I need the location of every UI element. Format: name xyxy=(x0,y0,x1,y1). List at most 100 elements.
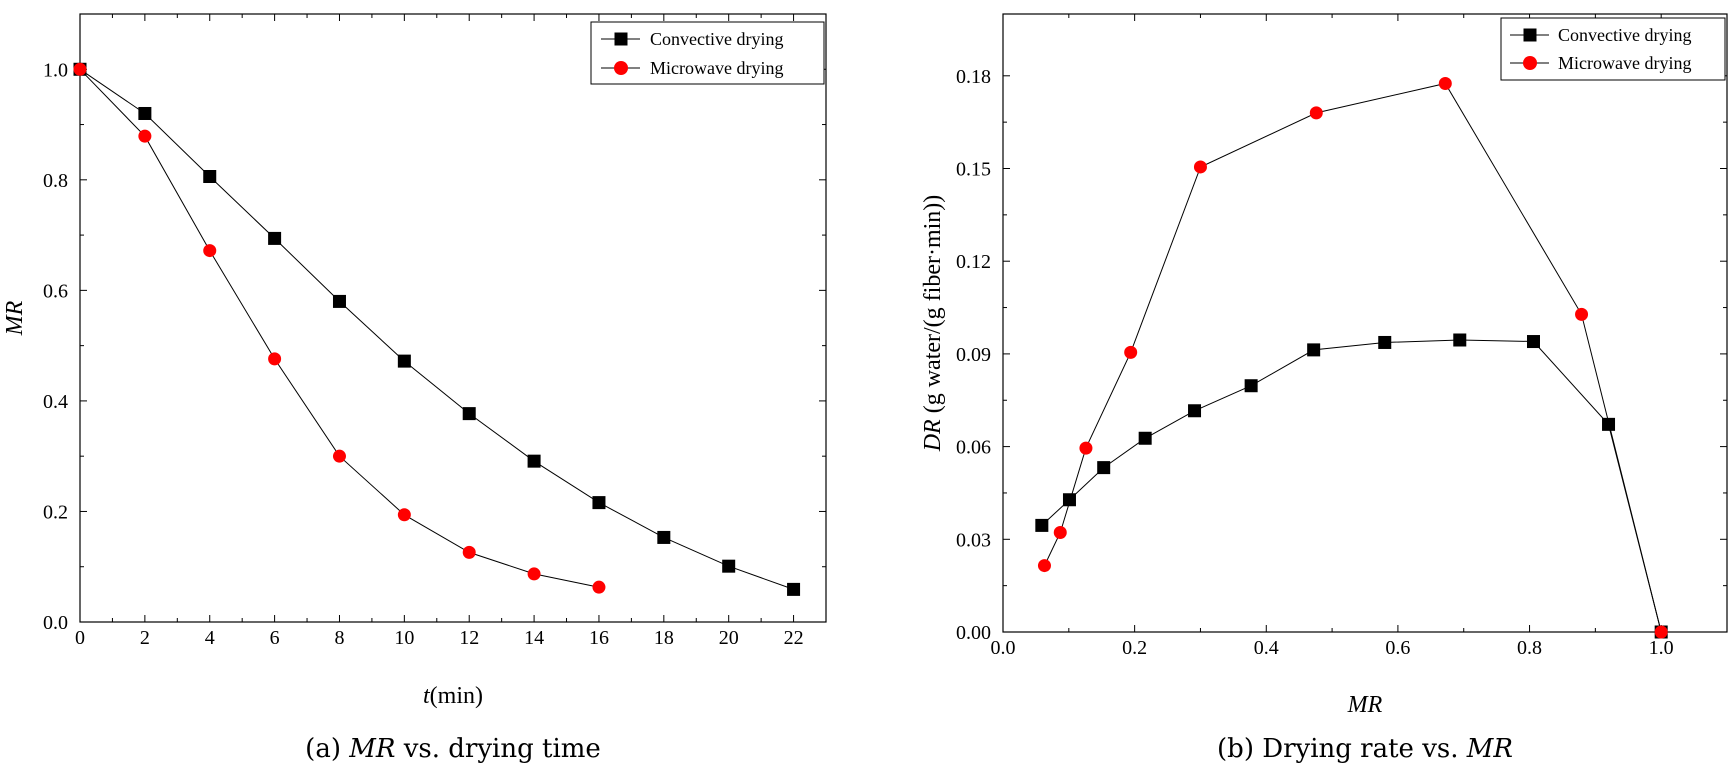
legend-label-convective: Convective drying xyxy=(650,29,783,49)
data-point-convective xyxy=(1062,493,1076,507)
data-point-microwave xyxy=(73,62,87,76)
data-point-convective xyxy=(657,530,671,544)
x-tick-label: 4 xyxy=(205,627,215,649)
chart-panel-a: 0.0 0.2 0.4 0.6 0.8 1.0 0 2 4 6 8 10 12 14 16 18 20 22 t… xyxy=(2,13,827,764)
y-tick-label: 0.0 xyxy=(43,612,68,634)
x-tick-label: 18 xyxy=(654,627,674,649)
plot-area-frame xyxy=(79,13,827,623)
chart-panel-b: 0.000.030.060.090.120.150.18 0.0 0.2 0.4 0.… xyxy=(920,13,1728,764)
x-tick-label: 8 xyxy=(334,627,344,649)
data-point-microwave xyxy=(1193,160,1207,174)
series-markers xyxy=(1035,77,1668,639)
caption-b: (b) Drying rate vs. MR xyxy=(1217,734,1513,764)
y-tick-label: 1.0 xyxy=(43,59,68,81)
data-point-microwave xyxy=(203,244,217,258)
x-tick-label: 22 xyxy=(784,627,804,649)
x-tick-label: 0.4 xyxy=(1254,637,1279,659)
legend-marker-convective xyxy=(614,32,628,46)
x-tick-label: 0.2 xyxy=(1122,637,1147,659)
data-point-microwave xyxy=(527,567,541,581)
data-point-convective xyxy=(1526,335,1540,349)
x-tick-label: 0.8 xyxy=(1517,637,1542,659)
data-point-convective xyxy=(527,454,541,468)
series-markers xyxy=(73,62,801,596)
y-axis-label: DR (g water/(g fiber·min)) xyxy=(920,195,946,453)
x-tick-label: 0.6 xyxy=(1385,637,1410,659)
data-point-microwave xyxy=(397,508,411,522)
data-point-microwave xyxy=(1575,307,1589,321)
x-axis-label: MR xyxy=(1347,692,1383,718)
data-point-convective xyxy=(268,231,282,245)
data-point-convective xyxy=(722,559,736,573)
data-point-convective xyxy=(1378,335,1392,349)
legend-box xyxy=(590,21,825,85)
y-tick-label: 0.09 xyxy=(956,344,991,366)
data-point-microwave xyxy=(138,129,152,143)
caption-a: (a) MR vs. drying time xyxy=(305,734,601,764)
data-point-microwave xyxy=(1037,559,1051,573)
y-axis-label: MR xyxy=(2,300,28,336)
x-tick-label: 16 xyxy=(589,627,609,649)
x-axis-ticks: 0.0 0.2 0.4 0.6 0.8 1.0 xyxy=(991,14,1674,659)
legend: Convective drying Microwave drying xyxy=(590,21,825,85)
data-point-microwave xyxy=(1053,526,1067,540)
y-tick-label: 0.12 xyxy=(956,251,991,273)
x-tick-label: 12 xyxy=(459,627,479,649)
x-tick-label: 0.0 xyxy=(991,637,1016,659)
data-point-convective xyxy=(138,106,152,120)
x-tick-label: 2 xyxy=(140,627,150,649)
data-point-convective xyxy=(203,170,217,184)
data-point-microwave xyxy=(1654,625,1668,639)
data-point-convective xyxy=(1188,404,1202,418)
data-point-microwave xyxy=(1309,106,1323,120)
data-point-convective xyxy=(1602,417,1616,431)
data-point-convective xyxy=(1244,379,1258,393)
series-lines xyxy=(1041,82,1662,633)
x-axis-ticks: 0 2 4 6 8 10 12 14 16 18 20 22 xyxy=(75,14,804,649)
y-tick-label: 0.03 xyxy=(956,529,991,551)
data-point-convective xyxy=(1097,461,1111,475)
legend-marker-microwave xyxy=(1523,56,1537,70)
legend-label-microwave: Microwave drying xyxy=(1558,53,1691,73)
y-tick-label: 0.15 xyxy=(956,159,991,181)
legend-marker-convective xyxy=(1523,28,1537,42)
data-point-microwave xyxy=(332,449,346,463)
data-point-convective xyxy=(787,582,801,596)
legend-label-convective: Convective drying xyxy=(1558,25,1691,45)
data-point-convective xyxy=(1453,333,1467,347)
data-point-microwave xyxy=(462,545,476,559)
y-tick-label: 0.00 xyxy=(956,622,991,644)
legend-label-microwave: Microwave drying xyxy=(650,58,783,78)
data-point-convective xyxy=(332,294,346,308)
series-lines xyxy=(79,68,794,590)
y-tick-label: 0.06 xyxy=(956,437,991,459)
legend-box xyxy=(1500,17,1726,81)
plot-area-frame xyxy=(1002,13,1728,633)
series-line-convective xyxy=(1041,339,1662,633)
legend: Convective drying Microwave drying xyxy=(1500,17,1726,81)
y-axis-ticks: 0.0 0.2 0.4 0.6 0.8 1.0 xyxy=(43,59,826,634)
data-point-convective xyxy=(1307,343,1321,357)
y-tick-label: 0.6 xyxy=(43,280,68,302)
series-line-microwave xyxy=(79,68,600,588)
x-tick-label: 20 xyxy=(719,627,739,649)
x-tick-label: 1.0 xyxy=(1649,637,1674,659)
data-point-microwave xyxy=(1079,441,1093,455)
data-point-microwave xyxy=(1124,345,1138,359)
x-tick-label: 6 xyxy=(270,627,280,649)
y-tick-label: 0.8 xyxy=(43,170,68,192)
y-tick-label: 0.2 xyxy=(43,501,68,523)
x-axis-label: t(min) xyxy=(423,683,483,709)
y-tick-label: 0.18 xyxy=(956,66,991,88)
series-line-convective xyxy=(79,68,794,590)
y-axis-ticks: 0.00 0.03 0.06 0.09 0.12 0.15 0.18 xyxy=(956,66,1727,644)
data-point-microwave xyxy=(592,580,606,594)
data-point-convective xyxy=(462,407,476,421)
data-point-convective xyxy=(397,354,411,368)
x-tick-label: 14 xyxy=(524,627,544,649)
y-tick-label: 0.4 xyxy=(43,391,68,413)
data-point-convective xyxy=(1035,518,1049,532)
data-point-microwave xyxy=(268,352,282,366)
legend-marker-microwave xyxy=(614,61,628,75)
data-point-convective xyxy=(592,496,606,510)
